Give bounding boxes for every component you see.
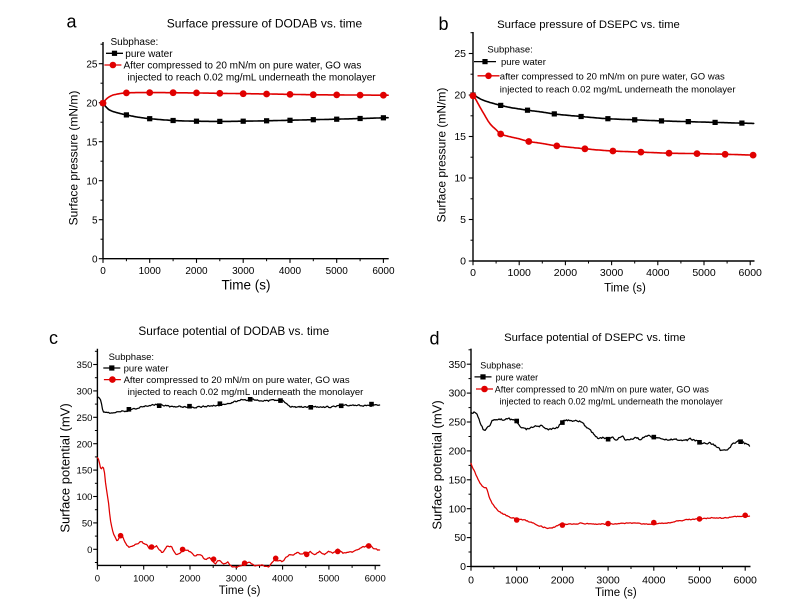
svg-text:pure water: pure water xyxy=(496,373,539,383)
svg-text:0: 0 xyxy=(460,256,466,268)
svg-text:1000: 1000 xyxy=(508,267,532,279)
svg-text:pure water: pure water xyxy=(124,364,169,375)
svg-text:300: 300 xyxy=(77,387,93,398)
svg-text:2000: 2000 xyxy=(185,266,208,277)
svg-text:2000: 2000 xyxy=(554,267,578,279)
svg-text:150: 150 xyxy=(77,466,93,477)
svg-text:20: 20 xyxy=(454,90,466,102)
svg-text:4000: 4000 xyxy=(642,575,666,587)
svg-text:2000: 2000 xyxy=(551,575,575,587)
svg-text:5: 5 xyxy=(460,214,466,226)
svg-text:Subphase:: Subphase: xyxy=(111,37,159,48)
svg-text:350: 350 xyxy=(448,359,466,371)
svg-text:0: 0 xyxy=(92,254,98,265)
svg-text:300: 300 xyxy=(448,388,466,400)
svg-text:d: d xyxy=(430,329,440,349)
svg-text:Surface potential (mV): Surface potential (mV) xyxy=(58,403,73,532)
svg-text:3000: 3000 xyxy=(226,573,247,584)
svg-text:15: 15 xyxy=(454,131,466,143)
svg-text:50: 50 xyxy=(454,532,466,544)
svg-text:pure water: pure water xyxy=(125,49,173,60)
svg-text:6000: 6000 xyxy=(372,266,395,277)
svg-text:2000: 2000 xyxy=(179,573,200,584)
svg-text:3000: 3000 xyxy=(600,267,624,279)
svg-text:Subphase:: Subphase: xyxy=(480,360,523,370)
svg-text:5000: 5000 xyxy=(326,266,349,277)
svg-text:Time (s): Time (s) xyxy=(604,283,646,295)
svg-text:150: 150 xyxy=(448,474,466,486)
svg-text:Subphase:: Subphase: xyxy=(487,44,532,55)
svg-text:3000: 3000 xyxy=(232,266,255,277)
svg-text:4000: 4000 xyxy=(272,573,293,584)
svg-text:5000: 5000 xyxy=(688,575,712,587)
svg-text:After compressed to 20 mN/m on: After compressed to 20 mN/m on pure wate… xyxy=(495,385,710,395)
svg-text:b: b xyxy=(439,14,449,34)
svg-text:3000: 3000 xyxy=(596,575,620,587)
svg-text:4000: 4000 xyxy=(279,266,302,277)
svg-text:Surface potential (mV): Surface potential (mV) xyxy=(430,400,445,529)
svg-text:250: 250 xyxy=(448,417,466,429)
svg-text:0: 0 xyxy=(470,267,476,279)
svg-text:Surface pressure (mN/m): Surface pressure (mN/m) xyxy=(435,88,449,223)
svg-text:20: 20 xyxy=(86,98,98,109)
svg-text:injected to reach 0.02 mg/mL u: injected to reach 0.02 mg/mL underneath … xyxy=(500,85,736,96)
svg-text:6000: 6000 xyxy=(739,267,763,279)
svg-text:1000: 1000 xyxy=(139,266,162,277)
svg-text:5000: 5000 xyxy=(318,573,339,584)
svg-text:0: 0 xyxy=(87,545,92,556)
svg-text:Surface potential of DODAB vs.: Surface potential of DODAB vs. time xyxy=(138,324,329,338)
svg-text:4000: 4000 xyxy=(646,267,670,279)
svg-text:After compressed to 20 mN/m on: After compressed to 20 mN/m on pure wate… xyxy=(124,375,350,386)
svg-text:100: 100 xyxy=(448,503,466,515)
svg-text:injected to reach 0.02 mg/mL u: injected to reach 0.02 mg/mL underneath … xyxy=(128,72,377,83)
svg-text:200: 200 xyxy=(77,439,93,450)
svg-text:350: 350 xyxy=(77,360,93,371)
svg-text:0: 0 xyxy=(460,561,466,573)
svg-text:15: 15 xyxy=(86,137,98,148)
svg-text:1000: 1000 xyxy=(505,575,529,587)
svg-text:0: 0 xyxy=(95,573,100,584)
svg-text:Time (s): Time (s) xyxy=(219,585,261,597)
svg-text:10: 10 xyxy=(454,173,466,185)
svg-text:6000: 6000 xyxy=(734,575,758,587)
svg-text:Time (s): Time (s) xyxy=(595,587,637,599)
svg-text:10: 10 xyxy=(86,176,98,187)
svg-text:5000: 5000 xyxy=(692,267,716,279)
svg-text:1000: 1000 xyxy=(133,573,154,584)
svg-text:0: 0 xyxy=(100,266,106,277)
svg-text:50: 50 xyxy=(82,519,93,530)
svg-text:Subphase:: Subphase: xyxy=(109,352,154,363)
svg-text:after compressed to 20 mN/m on: after compressed to 20 mN/m on pure wate… xyxy=(500,71,725,82)
svg-text:100: 100 xyxy=(77,492,93,503)
svg-text:c: c xyxy=(49,328,58,348)
svg-text:injected to reach 0.02 mg/mL u: injected to reach 0.02 mg/mL underneath … xyxy=(500,397,723,407)
svg-text:pure water: pure water xyxy=(501,57,546,68)
svg-text:250: 250 xyxy=(77,413,93,424)
svg-text:25: 25 xyxy=(454,48,466,60)
svg-text:6000: 6000 xyxy=(365,573,386,584)
svg-text:Time (s): Time (s) xyxy=(222,278,271,293)
svg-text:Surface potential of DSEPC vs.: Surface potential of DSEPC vs. time xyxy=(504,332,685,344)
svg-text:25: 25 xyxy=(86,59,98,70)
svg-text:0: 0 xyxy=(468,575,474,587)
svg-text:a: a xyxy=(67,12,78,32)
svg-text:Surface pressure of DSEPC vs.: Surface pressure of DSEPC vs. time xyxy=(497,19,680,31)
svg-text:After compressed to 20 mN/m on: After compressed to 20 mN/m on pure wate… xyxy=(124,61,362,72)
svg-text:injected to reach 0.02 mg/mL u: injected to reach 0.02 mg/mL underneath … xyxy=(128,387,364,398)
svg-text:200: 200 xyxy=(448,446,466,458)
svg-text:Surface pressure of DODAB vs.: Surface pressure of DODAB vs. time xyxy=(167,17,363,31)
svg-text:5: 5 xyxy=(92,215,98,226)
svg-text:Surface pressure (mN/m): Surface pressure (mN/m) xyxy=(67,91,81,226)
